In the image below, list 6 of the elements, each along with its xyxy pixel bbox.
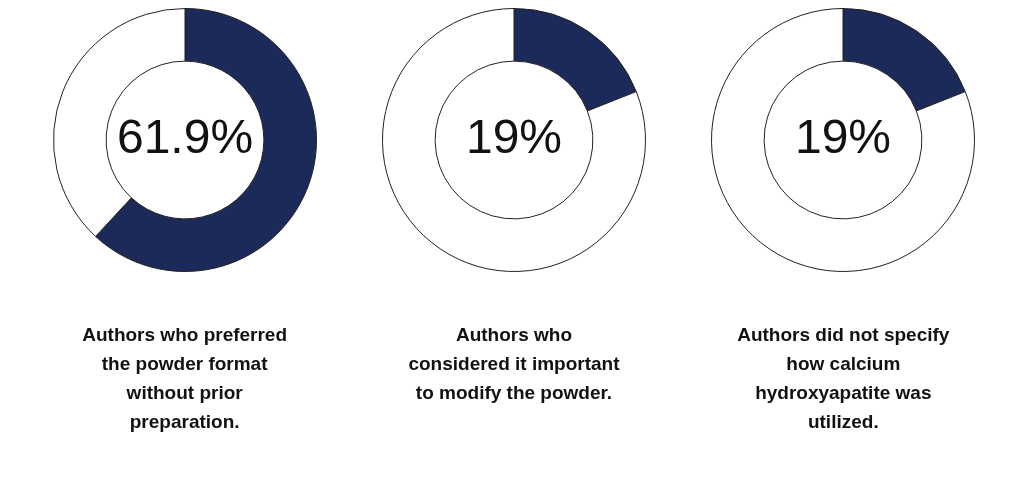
data-label: 61.9%: [116, 110, 253, 164]
text: Authors who preferred the powder format without prior preparation.: [81, 323, 289, 434]
data-label: 19%: [795, 110, 892, 164]
data-label: 19%: [465, 110, 563, 164]
text: Authors who considered it important to modify the powder.: [407, 323, 621, 405]
text: Authors did not specify how calcium hydroxyapatite was utilized.: [736, 323, 951, 434]
